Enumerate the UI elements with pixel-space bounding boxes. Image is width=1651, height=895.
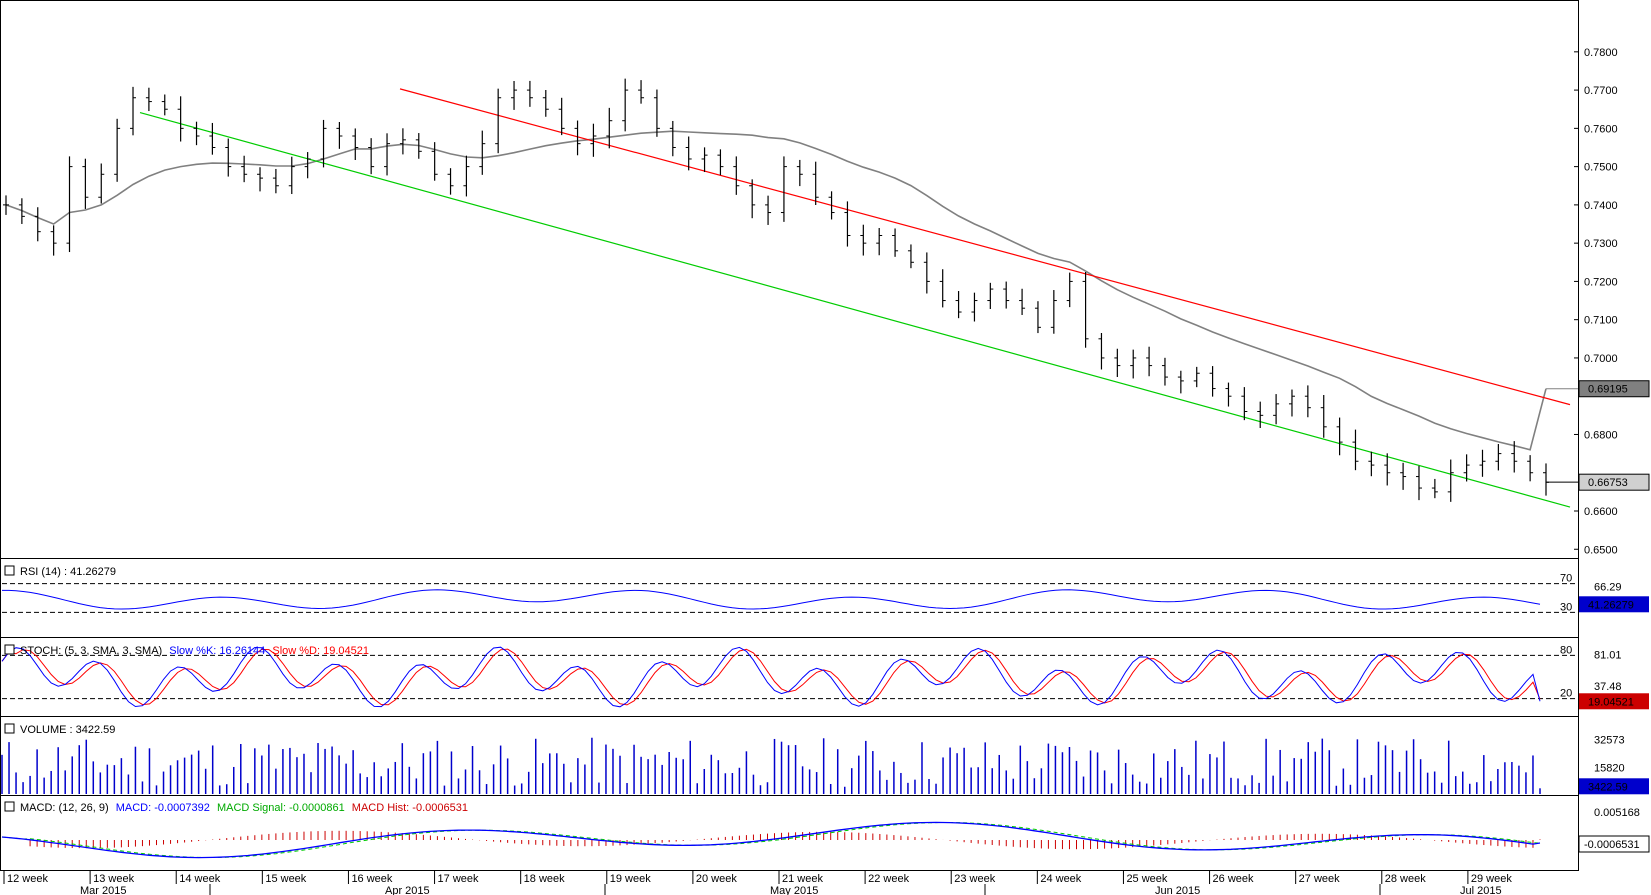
ma-value-label-box	[1578, 380, 1650, 398]
last-price-label: 0.66753	[1588, 477, 1628, 489]
week-label-0: 12 week	[7, 873, 48, 885]
macd-panel: 0.005168 -0.0006531	[1, 807, 1650, 859]
rsi-current-label: 41.26279	[1588, 599, 1634, 611]
month-label-0: Mar 2015	[80, 885, 126, 895]
macd-hist-label: MACD Hist: -0.0006531	[352, 802, 468, 814]
macd-line	[1, 821, 1541, 859]
price-tick-label-3: 0.7500	[1584, 162, 1618, 174]
volume-panel: 32573 15820 3422.59	[1, 735, 1649, 795]
rsi-current-box	[1579, 596, 1649, 613]
price-tick-label-9: 0.6800	[1584, 429, 1618, 441]
price-panel-frame	[0, 0, 1579, 559]
macd-title[interactable]: MACD: (12, 26, 9) MACD: -0.0007392 MACD …	[4, 801, 468, 814]
moving-average-line	[5, 130, 1547, 451]
macd-y-label: 0.005168	[1594, 807, 1640, 819]
macd-panel-frame	[0, 795, 1579, 871]
x-axis: 12 week 13 week 14 week 15 week 16 week 17 we…	[3, 871, 1512, 895]
month-label-2: May 2015	[770, 885, 818, 895]
price-tick-label-1: 0.7700	[1584, 85, 1618, 97]
price-tick-label-0: 0.7800	[1584, 47, 1618, 59]
week-label-8: 20 week	[696, 873, 737, 885]
price-tick-label-5: 0.7300	[1584, 238, 1618, 250]
channel-lower	[139, 111, 1571, 508]
volume-label-2: 15820	[1594, 763, 1625, 775]
stoch-level-label-80: 80	[1560, 644, 1572, 656]
price-tick-label-4: 0.7400	[1584, 200, 1618, 212]
rsi-level-label-30: 30	[1560, 601, 1572, 613]
rsi-line	[2, 589, 1541, 610]
rsi-level-label-70: 70	[1560, 573, 1572, 585]
rsi-title[interactable]: RSI (14) : 41.26279	[4, 565, 116, 578]
channel-upper	[399, 88, 1571, 406]
volume-current-label: 3422.59	[1588, 781, 1628, 793]
stoch-right-value: 81.01	[1594, 650, 1622, 662]
stoch-panel: 80 20 81.01 37.48 19.04521	[1, 644, 1649, 710]
rsi-right-value: 66.29	[1594, 581, 1622, 593]
ma-value-label: 0.69195	[1588, 384, 1628, 396]
stoch-mid-value: 37.48	[1594, 681, 1622, 693]
week-label-15: 27 week	[1299, 873, 1340, 885]
stoch-d-line	[1, 648, 1541, 706]
last-price-label-box	[1578, 473, 1650, 491]
week-label-9: 21 week	[782, 873, 823, 885]
stoch-level-label-20: 20	[1560, 688, 1572, 700]
week-label-11: 23 week	[954, 873, 995, 885]
week-label-10: 22 week	[868, 873, 909, 885]
price-tick-label-6: 0.7200	[1584, 276, 1618, 288]
macd-current-label: -0.0006531	[1584, 839, 1640, 851]
week-label-12: 24 week	[1040, 873, 1081, 885]
week-label-5: 17 week	[438, 873, 479, 885]
stoch-k-line	[1, 646, 1541, 708]
volume-title[interactable]: VOLUME : 3422.59	[4, 723, 115, 736]
macd-signal-line	[1, 822, 1541, 858]
week-label-6: 18 week	[524, 873, 565, 885]
macd-line-label: MACD: -0.0007392	[116, 802, 210, 814]
macd-signal-label: MACD Signal: -0.0000861	[217, 802, 345, 814]
price-tick-label-2: 0.7600	[1584, 123, 1618, 135]
week-label-4: 16 week	[351, 873, 392, 885]
week-label-14: 26 week	[1213, 873, 1254, 885]
svg-text:STOCH: (5, 3, SMA, 3, SMA): STOCH: (5, 3, SMA, 3, SMA) Slow %K: 16.2…	[20, 645, 369, 657]
volume-current-box	[1579, 778, 1649, 795]
price-axis: 0.7800 0.7700 0.7600 0.7500 0.7400 0.7300 0.72…	[1546, 47, 1650, 556]
rsi-panel: 70 30 66.29 41.26279	[2, 573, 1649, 613]
svg-text:MACD: (12, 26, 9) MACD:: MACD: (12, 26, 9) MACD: -0.0007392 MACD …	[20, 802, 468, 814]
stoch-d-label: Slow %D: 19.04521	[272, 645, 369, 657]
week-label-3: 15 week	[265, 873, 306, 885]
macd-title-prefix: MACD: (12, 26, 9)	[20, 802, 109, 814]
week-label-1: 13 week	[93, 873, 134, 885]
month-label-1: Apr 2015	[385, 885, 430, 895]
price-tick-label-7: 0.7100	[1584, 315, 1618, 327]
ma-path	[5, 130, 1547, 451]
stoch-current-box	[1579, 693, 1649, 710]
trend-channel	[139, 88, 1571, 508]
stoch-title[interactable]: STOCH: (5, 3, SMA, 3, SMA) Slow %K: 16.2…	[4, 644, 369, 657]
week-label-17: 29 week	[1471, 873, 1512, 885]
price-tick-label-10: 0.6600	[1584, 506, 1618, 518]
week-label-16: 28 week	[1385, 873, 1426, 885]
stoch-current-label: 19.04521	[1588, 696, 1634, 708]
panel-frames	[0, 0, 1579, 871]
stoch-title-prefix: STOCH: (5, 3, SMA, 3, SMA)	[20, 645, 162, 657]
rsi-title-text: RSI (14) : 41.26279	[20, 566, 116, 578]
week-label-13: 25 week	[1126, 873, 1167, 885]
week-label-7: 19 week	[610, 873, 651, 885]
price-tick-label-8: 0.7000	[1584, 353, 1618, 365]
month-label-3: Jun 2015	[1155, 885, 1200, 895]
volume-title-text: VOLUME : 3422.59	[20, 724, 115, 736]
stoch-k-label: Slow %K: 16.26144	[169, 645, 265, 657]
price-tick-label-11: 0.6500	[1584, 544, 1618, 556]
week-label-2: 14 week	[179, 873, 220, 885]
macd-current-box	[1578, 835, 1650, 853]
month-label-4: Jul 2015	[1460, 885, 1502, 895]
volume-label-1: 32573	[1594, 735, 1625, 747]
ohlc-bars	[3, 78, 1549, 502]
volume-panel-frame	[0, 716, 1579, 796]
